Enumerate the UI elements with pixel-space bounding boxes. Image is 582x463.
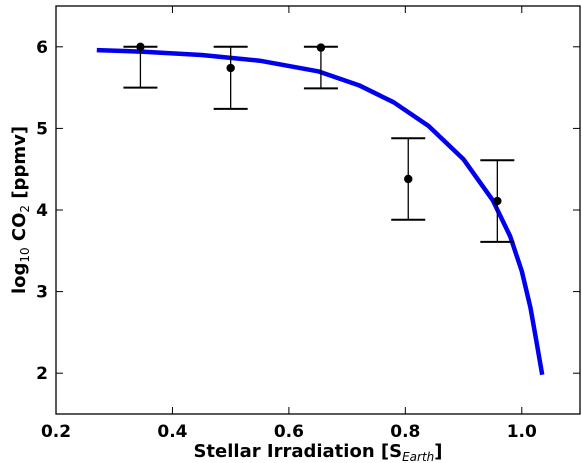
data-point: [493, 196, 502, 206]
data-point-group: [213, 45, 248, 110]
y-tick-label: 2: [36, 364, 48, 384]
y-tick-label: 6: [36, 38, 48, 58]
data-point-group: [123, 42, 158, 89]
tick-labels: 0.2 0.4 0.6 0.8 1.0 2 3 4 5 6: [36, 38, 537, 442]
x-tick-label: 0.4: [157, 422, 187, 442]
data-point: [404, 174, 413, 184]
x-tick-label: 0.6: [274, 422, 304, 442]
y-axis-label: log10 CO2 [ppmv]: [9, 126, 32, 294]
plot-frame: [55, 5, 581, 415]
curve-layer: [96, 47, 545, 376]
model-curve: [96, 47, 545, 376]
data-point: [316, 43, 326, 52]
x-axis-label: Stellar Irradiation [SEarth]: [193, 441, 442, 463]
points-layer: [123, 42, 515, 243]
x-tick-label: 0.8: [390, 422, 420, 442]
y-tick-label: 4: [36, 201, 48, 221]
data-point: [226, 63, 235, 73]
data-point-group: [303, 43, 338, 90]
x-tick-label: 1.0: [507, 422, 537, 442]
y-tick-label: 3: [36, 283, 48, 303]
data-point: [136, 42, 145, 51]
ticks: [55, 6, 580, 414]
x-tick-label: 0.2: [41, 422, 71, 442]
data-point-group: [391, 137, 426, 221]
data-point-group: [480, 159, 515, 243]
y-tick-label: 5: [36, 119, 48, 139]
